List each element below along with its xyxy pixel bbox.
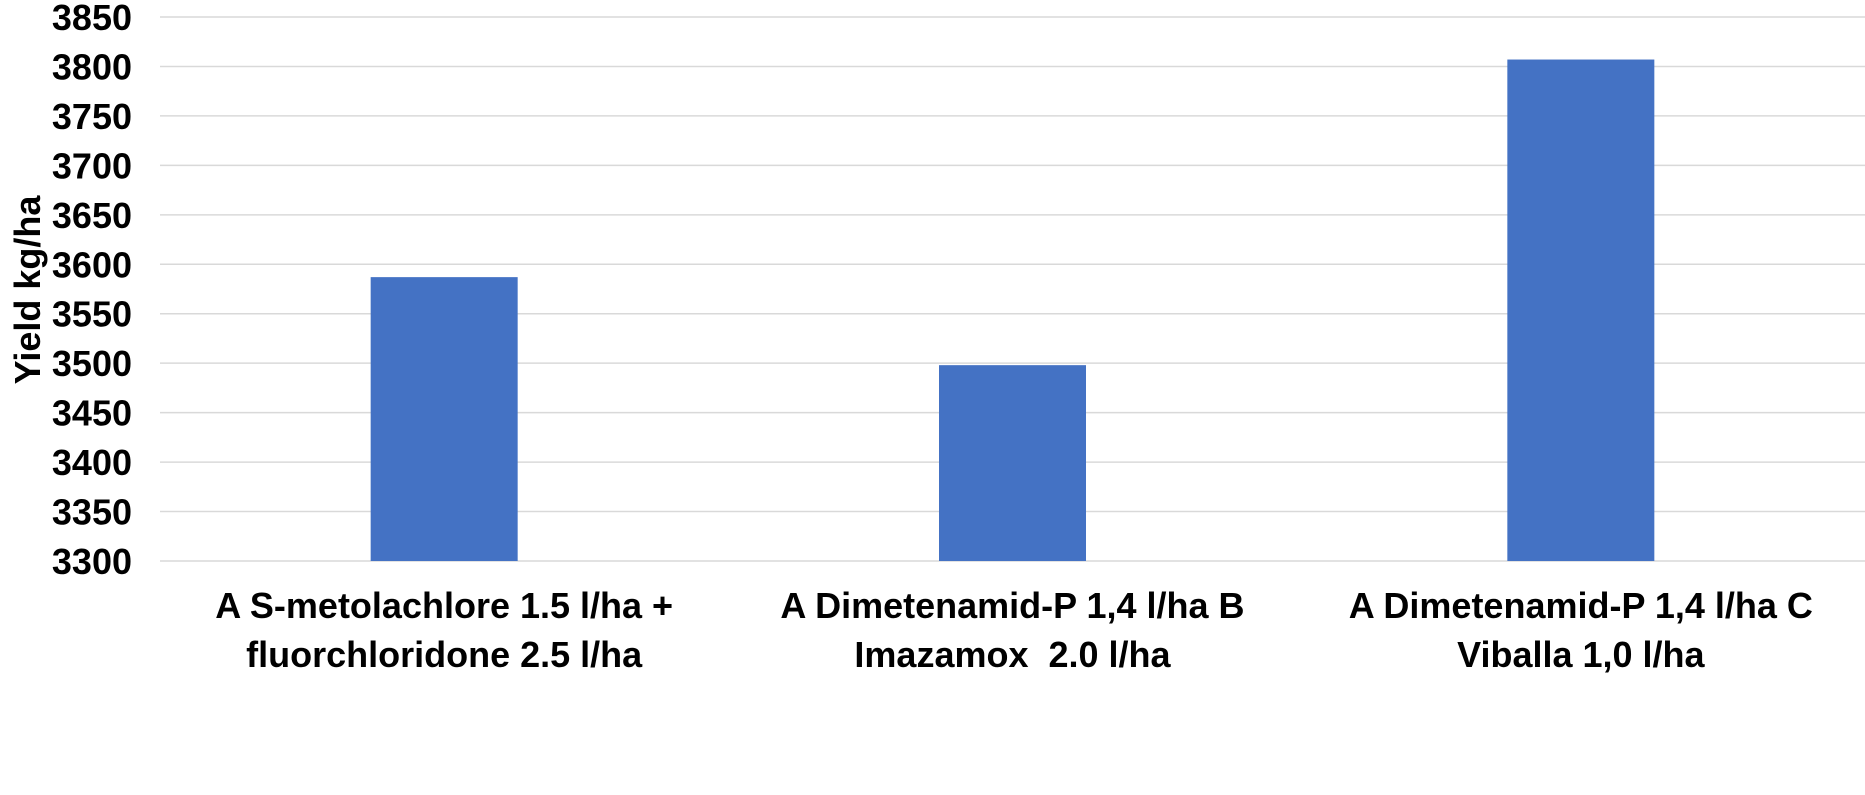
x-category-label-line: fluorchloridone 2.5 l/ha (246, 634, 643, 675)
y-tick-label: 3650 (52, 195, 132, 236)
y-tick-label: 3300 (52, 541, 132, 582)
y-tick-label: 3450 (52, 393, 132, 434)
x-axis-category-labels: A S-metolachlore 1.5 l/ha + fluorchlorido… (215, 585, 1813, 675)
bar-2 (939, 365, 1086, 561)
x-category-label: A S-metolachlore 1.5 l/ha + fluorchlorido… (215, 585, 673, 675)
x-category-label-line: Imazamox 2.0 l/ha (854, 634, 1171, 675)
y-tick-label: 3800 (52, 46, 132, 87)
x-category-label-line: A S-metolachlore 1.5 l/ha + (215, 585, 673, 626)
y-tick-label: 3850 (52, 0, 132, 38)
x-category-label: A Dimetenamid-P 1,4 l/ha C Viballa 1,0 l/… (1349, 585, 1813, 675)
y-tick-label: 3750 (52, 96, 132, 137)
x-category-label-line: A Dimetenamid-P 1,4 l/ha C (1349, 585, 1813, 626)
y-axis-title: Yield kg/ha (7, 195, 48, 385)
x-category-label: A Dimetenamid-P 1,4 l/ha B Imazamox 2.0 l… (780, 585, 1244, 675)
x-category-label-line: Viballa 1,0 l/ha (1457, 634, 1705, 675)
bar-3 (1507, 59, 1655, 561)
y-tick-label: 3400 (52, 442, 132, 483)
y-axis-tick-labels: 3300 3350 3400 3450 3500 3550 3600 3650 3700 3750… (52, 0, 132, 582)
bars (370, 59, 1655, 561)
y-tick-label: 3350 (52, 492, 132, 533)
y-tick-label: 3600 (52, 244, 132, 285)
y-tick-label: 3500 (52, 343, 132, 384)
x-category-label-line: A Dimetenamid-P 1,4 l/ha B (780, 585, 1244, 626)
y-tick-label: 3550 (52, 294, 132, 335)
bar-1 (370, 277, 518, 561)
y-tick-label: 3700 (52, 145, 132, 186)
